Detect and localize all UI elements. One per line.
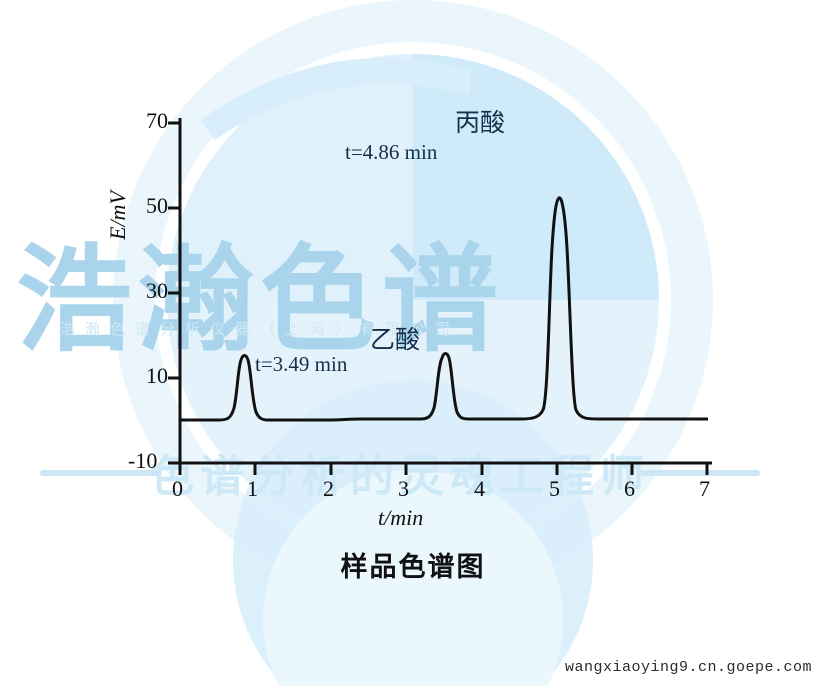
source-url-text: wangxiaoying9.cn.goepe.com (564, 659, 812, 676)
y-tick-30: 30 (146, 278, 168, 303)
y-tick-50: 50 (146, 193, 168, 218)
y-tick-70: 70 (146, 108, 168, 133)
x-axis-title: t/min (378, 505, 424, 530)
x-tick-4: 4 (474, 476, 485, 501)
x-tick-6: 6 (624, 476, 635, 501)
y-tick-10: 10 (146, 363, 168, 388)
peak-time-propionic-acid: t=4.86 min (345, 140, 438, 164)
y-axis-ticks (168, 121, 180, 465)
x-axis-ticks (178, 463, 709, 475)
x-tick-7: 7 (699, 476, 710, 501)
y-axis-title: E/mV (105, 191, 130, 240)
x-tick-1: 1 (247, 476, 258, 501)
x-tick-5: 5 (549, 476, 560, 501)
x-tick-3: 3 (398, 476, 409, 501)
x-tick-2: 2 (323, 476, 334, 501)
y-tick-minus10: -10 (128, 448, 158, 473)
peak-label-propionic-acid: 丙酸 (455, 109, 506, 137)
peak-label-acetic-acid: 乙酸 (370, 326, 421, 354)
peak-time-acetic-acid: t=3.49 min (255, 352, 348, 376)
chromatogram-trace (181, 196, 708, 422)
x-tick-0: 0 (172, 476, 183, 501)
figure-caption: 样品色谱图 (340, 552, 486, 582)
